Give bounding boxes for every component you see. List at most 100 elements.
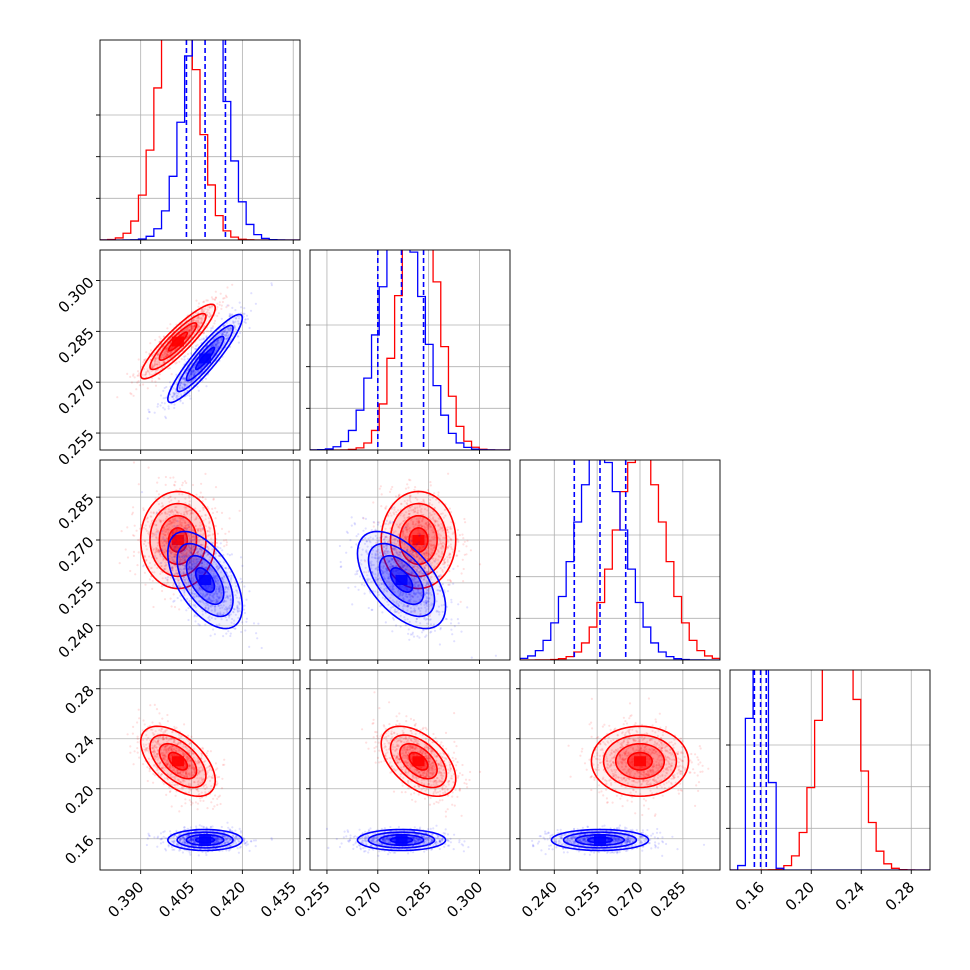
scatter-point: [212, 344, 216, 347]
scatter-point: [176, 524, 179, 527]
scatter-point: [168, 500, 171, 503]
contour-red: [167, 331, 189, 352]
scatter-point: [200, 311, 203, 314]
scatter-point: [185, 551, 188, 554]
scatter-point: [143, 556, 147, 559]
scatter-point: [218, 595, 221, 598]
scatter-point: [184, 524, 187, 527]
scatter-point: [159, 520, 162, 523]
scatter-point: [217, 554, 220, 557]
scatter-point: [129, 375, 132, 378]
scatter-point: [187, 607, 190, 610]
scatter-point: [177, 556, 181, 559]
scatter-point: [167, 531, 170, 534]
scatter-point: [151, 579, 154, 583]
scatter-point: [212, 577, 215, 580]
scatter-point: [160, 561, 163, 564]
scatter-point: [243, 604, 246, 607]
scatter-point: [174, 550, 177, 553]
scatter-point: [205, 385, 208, 388]
scatter-point: [171, 558, 174, 561]
scatter-point: [120, 530, 123, 533]
scatter-point: [186, 567, 190, 570]
scatter-point: [168, 549, 171, 553]
scatter-point: [162, 540, 165, 543]
scatter-point: [149, 342, 152, 345]
scatter-point: [166, 346, 169, 349]
scatter-point: [197, 317, 200, 320]
scatter-point: [144, 358, 147, 361]
scatter-point: [184, 377, 187, 380]
scatter-point: [220, 307, 223, 310]
scatter-point: [462, 543, 465, 546]
scatter-point: [226, 553, 229, 556]
scatter-point: [242, 608, 246, 611]
scatter-point: [208, 567, 211, 570]
scatter-point: [178, 386, 181, 389]
scatter-point: [209, 567, 212, 570]
scatter-point: [163, 511, 167, 514]
scatter-point: [179, 563, 182, 566]
scatter-point: [181, 481, 184, 484]
contour-blue: [185, 335, 225, 382]
scatter-point: [185, 383, 188, 386]
scatter-point: [212, 628, 215, 631]
scatter-point: [187, 532, 190, 535]
scatter-point: [158, 361, 161, 364]
scatter-point: [197, 321, 200, 324]
scatter-point: [183, 384, 186, 387]
scatter-point: [193, 604, 196, 608]
scatter-point: [186, 336, 189, 339]
scatter-point: [198, 322, 202, 325]
scatter-point: [147, 370, 150, 373]
scatter-point: [165, 350, 169, 353]
scatter-point: [192, 576, 195, 579]
scatter-point: [461, 558, 464, 561]
scatter-point: [155, 490, 158, 493]
scatter-point: [168, 526, 171, 529]
scatter-point: [183, 520, 186, 523]
scatter-point: [201, 314, 205, 317]
histogram-blue: [100, 40, 300, 240]
scatter-point: [213, 322, 216, 325]
scatter-point: [194, 377, 197, 380]
scatter-point: [159, 404, 162, 407]
scatter-point: [163, 528, 166, 531]
scatter-point: [236, 608, 239, 611]
scatter-point: [137, 380, 140, 383]
scatter-point: [183, 383, 186, 386]
scatter-point: [193, 373, 196, 376]
scatter-point: [176, 546, 179, 549]
scatter-point: [219, 607, 222, 610]
scatter-point: [149, 526, 152, 529]
scatter-point: [232, 611, 235, 614]
scatter-point: [218, 566, 221, 569]
scatter-point: [153, 532, 156, 535]
scatter-point: [164, 530, 168, 534]
scatter-point: [394, 495, 398, 498]
scatter-point: [190, 380, 193, 383]
scatter-point: [146, 517, 149, 520]
scatter-point: [429, 562, 432, 565]
scatter-point: [223, 608, 226, 611]
scatter-point: [169, 550, 172, 553]
scatter-point: [188, 550, 191, 553]
scatter-point: [217, 588, 221, 591]
scatter-point: [165, 349, 168, 353]
scatter-point: [464, 521, 467, 524]
scatter-point: [222, 330, 225, 333]
scatter-point: [203, 551, 207, 554]
scatter-point: [228, 517, 231, 520]
scatter-point: [155, 363, 159, 366]
scatter-point: [380, 505, 383, 508]
scatter-point: [190, 516, 193, 519]
scatter-point: [183, 378, 186, 381]
scatter-point: [192, 318, 195, 321]
scatter-point: [206, 299, 209, 302]
scatter-point: [213, 578, 216, 581]
scatter-point: [188, 565, 191, 569]
scatter-point: [160, 585, 163, 588]
scatter-point: [186, 585, 189, 588]
scatter-point: [193, 369, 196, 372]
scatter-point: [183, 594, 186, 597]
